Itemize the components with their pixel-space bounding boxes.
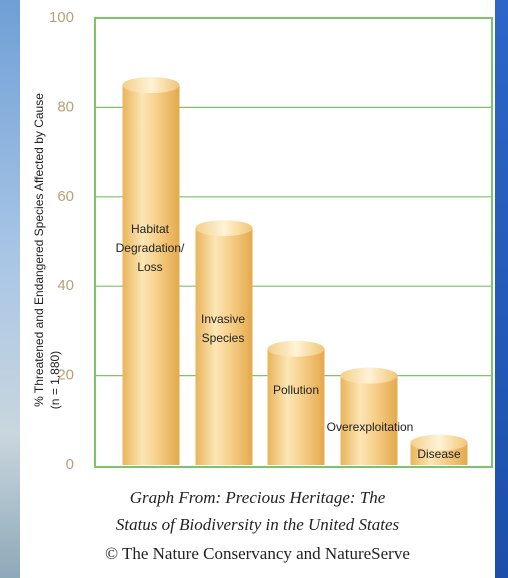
y-axis-label: % Threatened and Endangered Species Affe… <box>32 93 46 407</box>
bar-label: Disease <box>417 447 461 461</box>
plot-frame <box>94 17 493 468</box>
bar-label: Invasive Species <box>200 312 246 345</box>
bar <box>195 228 253 465</box>
caption: © The Nature Conservancy and NatureServe <box>105 544 410 563</box>
caption: Status of Biodiversity in the United Sta… <box>115 515 400 534</box>
bar-cap <box>195 220 253 237</box>
bar-cap <box>410 434 468 451</box>
bar-cap <box>340 367 398 384</box>
y-axis-note: (n = 1,880) <box>48 351 62 409</box>
bar <box>267 348 325 465</box>
y-tick-label: 40 <box>57 277 74 294</box>
bar-label: Pollution <box>272 383 320 397</box>
caption: Graph From: Precious Heritage: The <box>129 488 386 507</box>
bar-label: Habitat Degradation/ Loss <box>115 222 185 274</box>
bar-cap <box>122 77 180 94</box>
y-tick-label: 80 <box>57 98 74 115</box>
bar-label: Overexploitation <box>326 420 414 434</box>
bar <box>122 85 180 466</box>
bar-cap <box>267 340 325 357</box>
y-tick-label: 20 <box>57 367 74 384</box>
panel <box>20 0 495 578</box>
y-tick-label: 0 <box>66 456 74 473</box>
y-tick-label: 60 <box>57 188 74 205</box>
y-tick-label: 100 <box>49 9 74 26</box>
background-strip <box>495 0 508 578</box>
bar <box>340 375 398 465</box>
